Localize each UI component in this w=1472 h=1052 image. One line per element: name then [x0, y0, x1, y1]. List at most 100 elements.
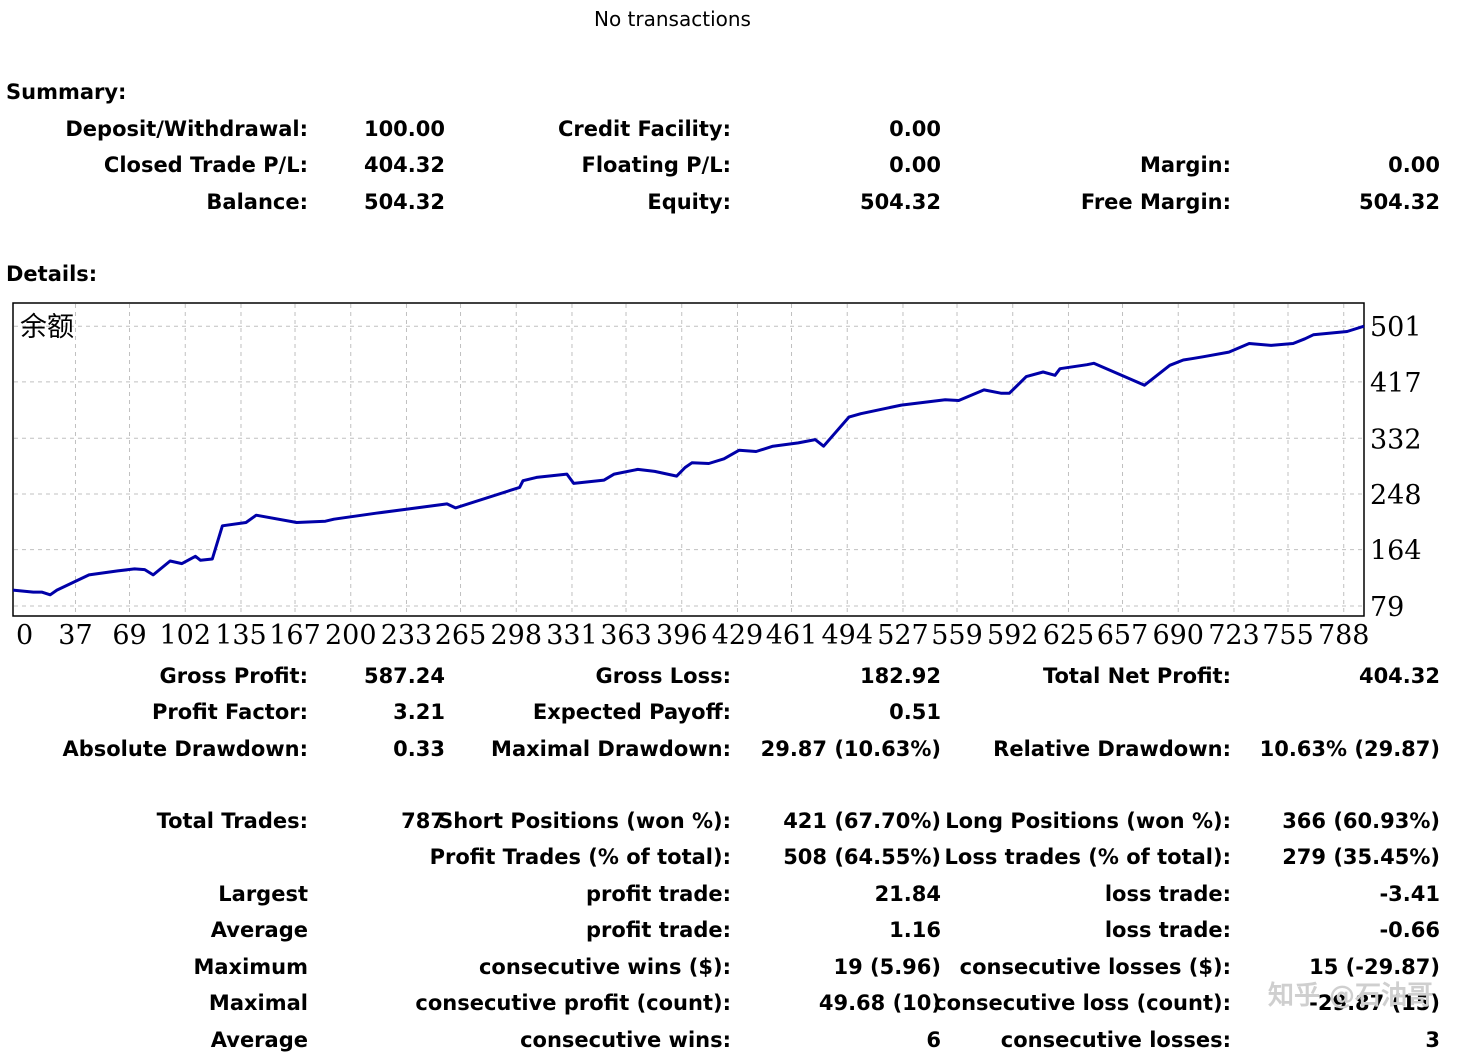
largest-profit-label: profit trade:: [586, 882, 731, 906]
gross-loss-value: 182.92: [859, 664, 941, 688]
gross-profit-label: Gross Profit:: [159, 664, 308, 688]
credit-label: Credit Facility:: [557, 117, 731, 141]
x-tick-label: 37: [58, 620, 92, 650]
credit-value: 0.00: [889, 117, 941, 141]
gross-profit-value: 587.24: [363, 664, 445, 688]
absolute-drawdown-value: 0.33: [393, 737, 445, 761]
floating-pl-value: 0.00: [889, 153, 941, 177]
max-consecutive-losses-label: consecutive losses ($):: [959, 955, 1231, 979]
maximal-drawdown-label: Maximal Drawdown:: [491, 737, 731, 761]
total-net-profit-value: 404.32: [1358, 664, 1440, 688]
x-tick-label: 298: [490, 620, 542, 650]
total-trades-label: Total Trades:: [156, 809, 308, 833]
x-tick-label: 592: [987, 620, 1039, 650]
x-tick-label: 429: [712, 620, 764, 650]
x-tick-label: 200: [325, 620, 377, 650]
x-tick-label: 265: [435, 620, 487, 650]
average-consecutive-losses-value: 3: [1425, 1028, 1440, 1052]
equity-label: Equity:: [647, 190, 731, 214]
average-profit-label: profit trade:: [586, 918, 731, 942]
loss-trades-label: Loss trades (% of total):: [944, 845, 1231, 869]
average-consecutive-label: Average: [210, 1028, 308, 1052]
equity-value: 504.32: [859, 190, 941, 214]
grid: [14, 304, 1363, 615]
balance-series-line: [12, 324, 1365, 597]
largest-label: Largest: [218, 882, 308, 906]
x-tick-label: 167: [269, 620, 321, 650]
expected-payoff-label: Expected Payoff:: [532, 700, 731, 724]
x-tick-label: 527: [877, 620, 929, 650]
x-tick-label: 494: [821, 620, 873, 650]
summary-title: Summary:: [6, 80, 127, 104]
x-tick-labels: 0 37 69 102 135 167 200 233 265 298 331 363 396 429 46…: [16, 620, 1370, 650]
x-tick-label: 363: [600, 620, 652, 650]
total-trades-value: 787: [401, 809, 445, 833]
largest-loss-value: -3.41: [1379, 882, 1440, 906]
long-positions-value: 366 (60.93%): [1282, 809, 1440, 833]
x-tick-label: 396: [656, 620, 708, 650]
free-margin-value: 504.32: [1358, 190, 1440, 214]
profit-factor-value: 3.21: [393, 700, 445, 724]
balance-label: Balance:: [206, 190, 308, 214]
absolute-drawdown-label: Absolute Drawdown:: [62, 737, 308, 761]
x-tick-label: 625: [1043, 620, 1095, 650]
average-loss-label: loss trade:: [1104, 918, 1231, 942]
average-consecutive-losses-label: consecutive losses:: [1000, 1028, 1231, 1052]
max-consecutive-wins-label: consecutive wins ($):: [478, 955, 731, 979]
y-tick-label: 248: [1370, 480, 1422, 511]
total-net-profit-label: Total Net Profit:: [1042, 664, 1231, 688]
x-tick-label: 690: [1152, 620, 1204, 650]
average-label: Average: [210, 918, 308, 942]
watermark: 知乎 @石油哥: [1268, 981, 1434, 1011]
relative-drawdown-label: Relative Drawdown:: [993, 737, 1231, 761]
largest-loss-label: loss trade:: [1104, 882, 1231, 906]
relative-drawdown-value: 10.63% (29.87): [1259, 737, 1440, 761]
average-consecutive-wins-value: 6: [926, 1028, 941, 1052]
x-tick-label: 559: [931, 620, 983, 650]
x-tick-label: 331: [546, 620, 598, 650]
short-positions-label: Short Positions (won %):: [438, 809, 731, 833]
average-profit-value: 1.16: [889, 918, 941, 942]
deposit-value: 100.00: [363, 117, 445, 141]
profit-factor-label: Profit Factor:: [151, 700, 308, 724]
x-tick-label: 788: [1318, 620, 1370, 650]
profit-trades-value: 508 (64.55%): [783, 845, 941, 869]
no-transactions-text: No transactions: [594, 7, 751, 31]
average-loss-value: -0.66: [1379, 918, 1440, 942]
x-tick-label: 233: [381, 620, 433, 650]
long-positions-label: Long Positions (won %):: [945, 809, 1231, 833]
gross-loss-label: Gross Loss:: [595, 664, 731, 688]
short-positions-value: 421 (67.70%): [783, 809, 941, 833]
series-line-layer: [12, 324, 1365, 597]
margin-label: Margin:: [1139, 153, 1231, 177]
x-tick-label: 723: [1208, 620, 1260, 650]
y-tick-label: 417: [1370, 368, 1422, 399]
details-title: Details:: [6, 262, 98, 286]
balance-chart: 79 164 248 332 417 501 0 37 69 102 135 167 200 233 26…: [12, 302, 1422, 650]
expected-payoff-value: 0.51: [889, 700, 941, 724]
balance-value: 504.32: [363, 190, 445, 214]
floating-pl-label: Floating P/L:: [581, 153, 731, 177]
x-tick-label: 102: [159, 620, 211, 650]
x-tick-label: 69: [112, 620, 146, 650]
maximal-drawdown-value: 29.87 (10.63%): [760, 737, 941, 761]
closed-pl-value: 404.32: [363, 153, 445, 177]
y-tick-label: 79: [1370, 592, 1404, 623]
x-tick-label: 461: [766, 620, 818, 650]
margin-value: 0.00: [1388, 153, 1440, 177]
maximal-consecutive-loss-label: consecutive loss (count):: [934, 991, 1231, 1015]
maximal-label: Maximal: [208, 991, 308, 1015]
y-tick-labels: 79 164 248 332 417 501: [1370, 312, 1422, 623]
x-tick-label: 657: [1097, 620, 1149, 650]
max-consecutive-wins-value: 19 (5.96): [833, 955, 941, 979]
y-tick-label: 332: [1370, 424, 1422, 455]
deposit-label: Deposit/Withdrawal:: [65, 117, 308, 141]
chart-title: 余额: [20, 312, 74, 343]
y-tick-label: 501: [1370, 312, 1422, 343]
profit-trades-label: Profit Trades (% of total):: [429, 845, 731, 869]
y-tick-label: 164: [1370, 536, 1422, 567]
x-tick-label: 0: [16, 620, 33, 650]
maximum-label: Maximum: [193, 955, 308, 979]
closed-pl-label: Closed Trade P/L:: [103, 153, 308, 177]
maximal-consecutive-profit-label: consecutive profit (count):: [415, 991, 731, 1015]
